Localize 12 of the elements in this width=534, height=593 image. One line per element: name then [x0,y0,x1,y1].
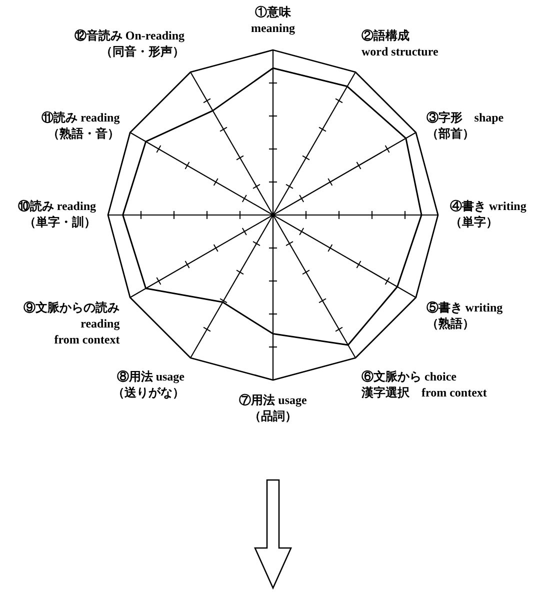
spoke-label: ⑧用法 usage （送りがな） [112,369,186,400]
spoke-label: ④書き writing （単字） [450,199,526,229]
spoke-label: ③字形 shape （部首） [426,110,504,140]
spoke-label: ⑤書き writing （熟語） [426,300,503,330]
spoke-label: ⑫音読み On-reading （同音・形声） [74,28,184,59]
spoke-label: ②語構成 word structure [362,28,439,59]
spoke-label: ⑩読み reading （単字・訓） [18,199,96,229]
spoke-label: ⑥文脈から choice 漢字選択 from context [360,369,487,400]
spoke-label: ⑪読み reading （熟語・音） [42,110,120,140]
spoke-label: ⑦用法 usage （品詞） [239,393,308,423]
spoke-label: ⑨文脈からの読み reading from context [24,300,120,346]
spoke-label: ①意味 meaning [250,5,296,35]
